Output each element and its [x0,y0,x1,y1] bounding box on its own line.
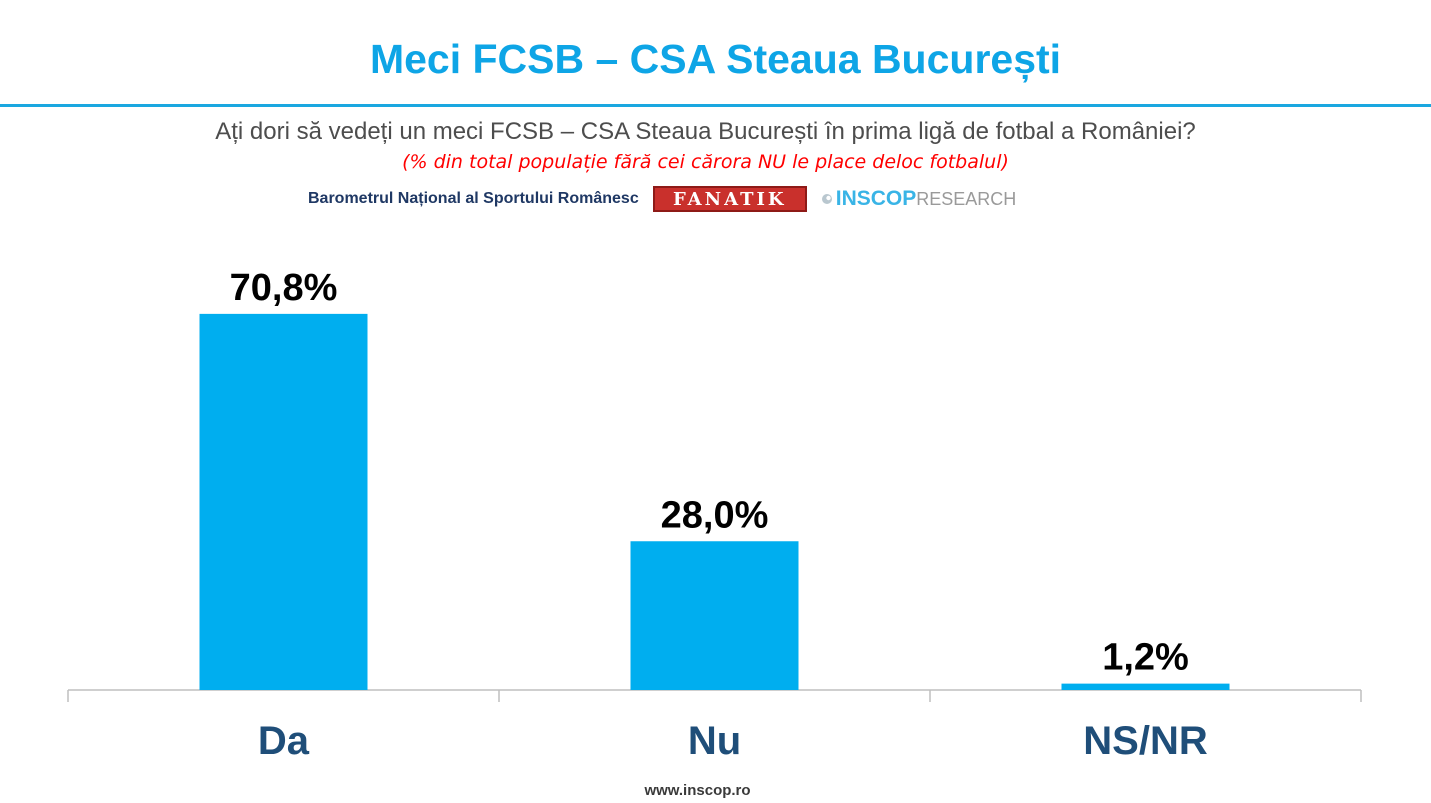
inscop-logo-suffix: RESEARCH [916,188,1017,209]
bar-0 [199,313,368,690]
fanatik-logo: FANATIK [652,186,807,212]
inscop-logo-name: INSCOP [835,187,917,210]
inscop-logo: INSCOP RESEARCH [821,187,1017,211]
survey-question: Ați dori să vedeți un meci FCSB – CSA St… [215,118,1196,145]
source-row: Barometrul Național al Sportului Românes… [308,184,1016,214]
data-label-2: 1,2% [1102,637,1189,679]
bar-2 [1061,683,1230,690]
base-note: (% din total populație fără cei cărora N… [402,151,1009,173]
inscop-swirl-icon [821,194,832,204]
website-footer: www.inscop.ro [644,782,751,799]
chart-title: Meci FCSB – CSA Steaua București [369,36,1062,82]
fanatik-logo-text: FANATIK [672,188,787,210]
source-label: Barometrul Național al Sportului Românes… [308,190,639,207]
data-label-1: 28,0% [661,494,769,536]
bar-1 [630,541,799,690]
category-label-1: Nu [688,719,741,763]
category-label-2: NS/NR [1083,719,1208,763]
category-label-0: Da [258,719,310,763]
title-divider [0,104,1431,107]
data-label-0: 70,8% [230,267,338,309]
